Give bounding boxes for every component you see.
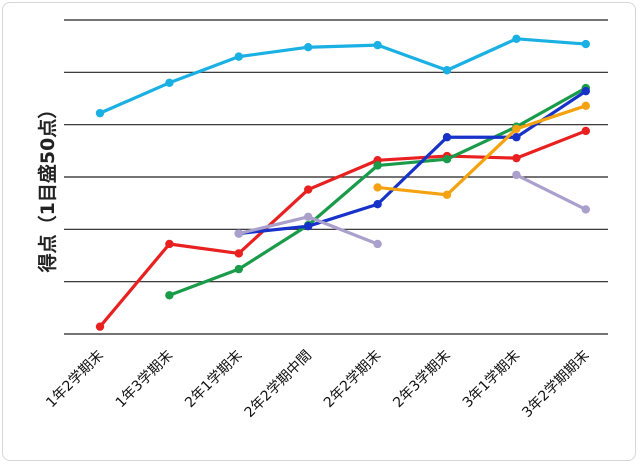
series-line [99,37,586,115]
data-point [234,229,243,238]
x-tick-label: 2年1学期末 [182,348,246,412]
data-point [95,108,105,118]
data-point [234,249,243,258]
data-point [512,34,521,44]
data-point [95,322,105,331]
series-1 [95,34,590,118]
data-point [304,212,313,221]
x-tick-label: 2年2学期中間 [242,348,315,421]
data-point [373,161,382,170]
series-lines [95,34,590,331]
data-point [512,170,521,180]
data-point [512,153,521,163]
series-line [515,173,587,211]
series-line [98,129,587,328]
data-point [373,40,382,50]
data-point [165,291,174,300]
data-point [512,124,521,134]
data-point [442,190,452,199]
data-point [442,155,452,164]
y-axis-label: 得点（1目盛50点） [36,100,59,274]
data-point [581,101,590,111]
x-tick-label: 3年1学期末 [460,348,524,412]
series-5 [234,170,590,249]
x-tick-label: 1年3学期末 [113,348,177,412]
data-point [581,39,590,49]
data-point [581,126,590,136]
data-point [304,43,313,52]
x-tick-label: 2年2学期末 [321,348,385,412]
series-2 [95,126,590,331]
data-point [373,239,382,249]
series-line [238,89,587,236]
data-point [442,66,452,75]
data-point [234,52,243,61]
gridlines [64,19,608,335]
data-point [442,133,452,142]
data-point [304,185,313,194]
data-point [373,200,382,209]
data-point [234,264,243,274]
data-point [581,205,590,214]
series-line [377,104,587,197]
chart-frame [2,2,636,461]
x-tick-label: 3年2学期期末 [519,348,592,421]
data-point [373,183,382,192]
data-point [165,78,174,88]
x-tick-label: 1年2学期末 [43,348,107,412]
data-point [304,221,313,231]
x-tick-label: 2年3学期末 [390,348,454,412]
data-point [581,86,590,96]
series-6 [373,101,590,199]
data-point [165,239,174,249]
data-point [512,133,521,142]
